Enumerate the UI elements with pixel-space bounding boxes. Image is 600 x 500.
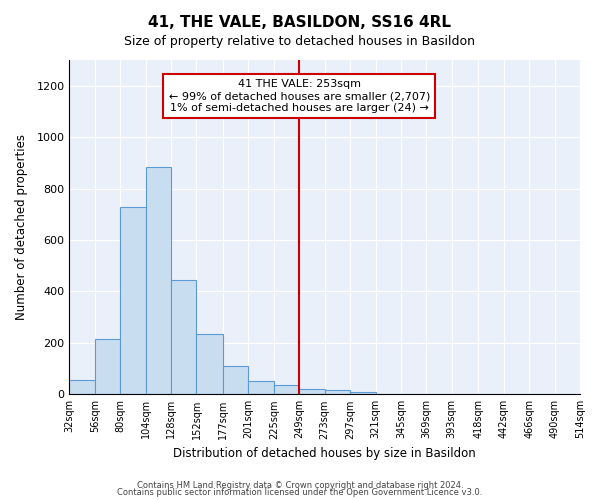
Bar: [325, 390, 350, 394]
Bar: [95, 339, 120, 394]
Bar: [350, 392, 376, 394]
Bar: [70, 380, 95, 394]
Bar: [120, 206, 146, 394]
Text: Contains HM Land Registry data © Crown copyright and database right 2024.: Contains HM Land Registry data © Crown c…: [137, 480, 463, 490]
Text: Contains public sector information licensed under the Open Government Licence v3: Contains public sector information licen…: [118, 488, 482, 497]
Bar: [146, 166, 171, 394]
Bar: [274, 385, 299, 394]
Text: Size of property relative to detached houses in Basildon: Size of property relative to detached ho…: [125, 35, 476, 48]
Bar: [248, 382, 274, 394]
Text: 41, THE VALE, BASILDON, SS16 4RL: 41, THE VALE, BASILDON, SS16 4RL: [149, 15, 452, 30]
Bar: [223, 366, 248, 394]
Y-axis label: Number of detached properties: Number of detached properties: [15, 134, 28, 320]
X-axis label: Distribution of detached houses by size in Basildon: Distribution of detached houses by size …: [173, 447, 476, 460]
Text: 41 THE VALE: 253sqm
← 99% of detached houses are smaller (2,707)
1% of semi-deta: 41 THE VALE: 253sqm ← 99% of detached ho…: [169, 80, 430, 112]
Bar: [196, 334, 223, 394]
Bar: [171, 280, 196, 394]
Bar: [299, 388, 325, 394]
